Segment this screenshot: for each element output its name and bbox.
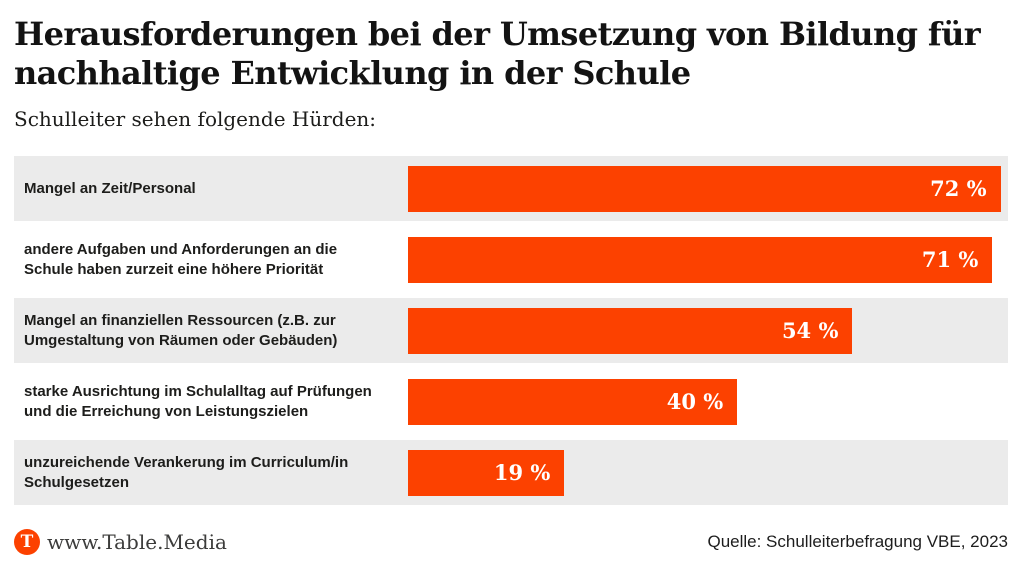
bar: 54 % (408, 307, 853, 354)
category-label: starke Ausrichtung im Schulalltag auf Pr… (24, 382, 372, 420)
bar-area: 72 % (408, 165, 1008, 212)
bar-area: 54 % (408, 307, 1008, 354)
value-label: 40 % (666, 389, 724, 414)
bar: 71 % (408, 236, 993, 283)
chart-row: unzureichende Verankerung im Curriculum/… (14, 440, 1008, 505)
page-title: Herausforderungen bei der Umsetzung von … (14, 15, 981, 92)
chart-row: Mangel an Zeit/Personal 72 % (14, 156, 1008, 221)
value-label: 19 % (493, 460, 551, 485)
website-url: www.Table.Media (47, 530, 227, 554)
category-label: Mangel an finanziellen Ressourcen (z.B. … (24, 311, 338, 349)
category-label: andere Aufgaben und Anforderungen an die… (24, 240, 338, 278)
table-media-logo-icon: T (14, 529, 40, 555)
bar-area: 19 % (408, 449, 1008, 496)
chart-row: andere Aufgaben und Anforderungen an die… (14, 227, 1008, 292)
bar: 72 % (408, 165, 1001, 212)
category-label: Mangel an Zeit/Personal (24, 179, 196, 197)
chart-row: starke Ausrichtung im Schulalltag auf Pr… (14, 369, 1008, 434)
value-label: 72 % (930, 176, 987, 201)
value-label: 54 % (781, 318, 839, 343)
bar-chart: Mangel an Zeit/Personal 72 % andere Aufg… (14, 156, 1008, 505)
brand: T www.Table.Media (14, 529, 227, 555)
infographic: Herausforderungen bei der Umsetzung von … (14, 0, 1008, 555)
value-label: 71 % (921, 247, 979, 272)
bar: 40 % (408, 378, 738, 425)
bar-area: 71 % (408, 236, 1008, 283)
bar: 19 % (408, 449, 565, 496)
source-note: Quelle: Schulleiterbefragung VBE, 2023 (707, 532, 1008, 551)
chart-row: Mangel an finanziellen Ressourcen (z.B. … (14, 298, 1008, 363)
footer: T www.Table.Media Quelle: Schulleiterbef… (14, 529, 1008, 555)
page-subtitle: Schulleiter sehen folgende Hürden: (14, 107, 377, 131)
category-label: unzureichende Verankerung im Curriculum/… (24, 453, 349, 491)
bar-area: 40 % (408, 378, 1008, 425)
